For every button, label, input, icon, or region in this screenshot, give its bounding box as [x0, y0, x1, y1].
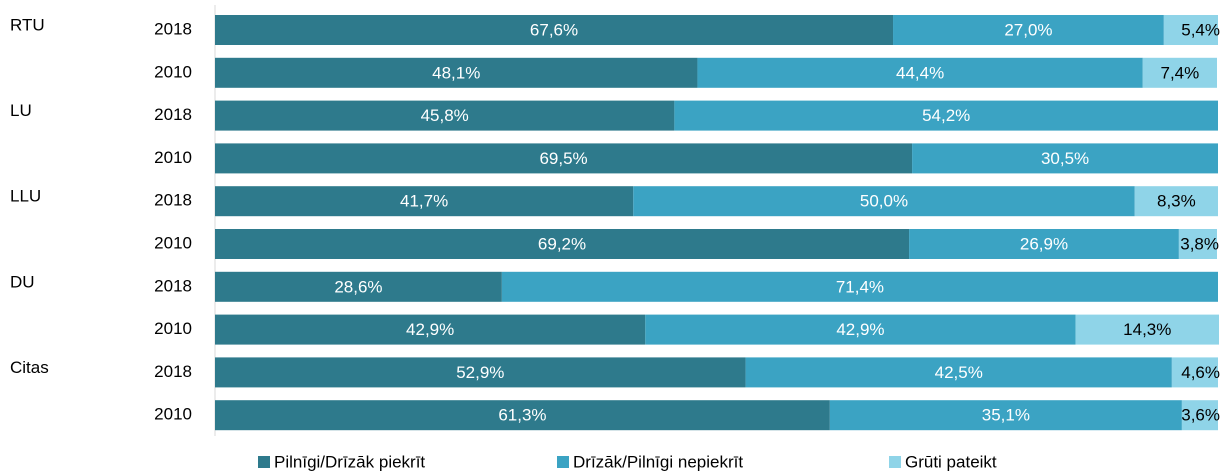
group-label: DU [10, 272, 35, 291]
bar-segment [215, 400, 830, 431]
bar-segment [215, 15, 894, 45]
data-label: 26,9% [1020, 234, 1068, 253]
y-tick-label: 2010 [154, 405, 192, 424]
bar-segment [893, 15, 1164, 45]
bar-segment [215, 143, 913, 174]
bar-segment [1134, 186, 1218, 217]
data-label: 69,2% [538, 234, 586, 253]
y-tick-label: 2010 [154, 148, 192, 167]
bar-segment [909, 229, 1179, 259]
data-label: 42,9% [836, 320, 884, 339]
bar-segment [645, 314, 1076, 345]
data-label: 14,3% [1123, 320, 1171, 339]
bar-segment [1075, 314, 1220, 345]
bar-segment [745, 357, 1172, 388]
bar-segment [1163, 15, 1218, 45]
y-tick-label: 2010 [154, 62, 192, 81]
bar-segment [1171, 357, 1218, 388]
bar-segment [829, 400, 1182, 431]
bar-segment [215, 271, 502, 302]
y-tick-label: 2018 [154, 276, 192, 295]
bar-segment [215, 357, 746, 388]
data-label: 67,6% [530, 20, 578, 39]
bar-segment [501, 271, 1218, 302]
data-label: 50,0% [860, 192, 908, 211]
bar-segment [215, 186, 634, 217]
bar-segment [1181, 400, 1218, 431]
y-tick-label: 2010 [154, 233, 192, 252]
data-label: 42,9% [406, 320, 454, 339]
data-label: 45,8% [421, 106, 469, 125]
data-label: 42,5% [935, 363, 983, 382]
group-label: LU [10, 101, 32, 120]
bar-segment [215, 229, 910, 259]
bar-segment [215, 57, 698, 88]
data-label: 52,9% [456, 363, 504, 382]
y-tick-label: 2018 [154, 19, 192, 38]
bar-segment [633, 186, 1135, 217]
data-label: 3,6% [1181, 406, 1220, 425]
group-label: Citas [10, 358, 49, 377]
data-label: 7,4% [1161, 63, 1200, 82]
bar-segment [674, 100, 1218, 131]
data-label: 30,5% [1041, 149, 1089, 168]
legend-swatch [557, 456, 569, 468]
bar-segment [1142, 57, 1217, 88]
data-label: 8,3% [1157, 192, 1196, 211]
y-tick-label: 2010 [154, 319, 192, 338]
data-label: 4,6% [1181, 363, 1220, 382]
data-label: 44,4% [896, 63, 944, 82]
data-label: 54,2% [922, 106, 970, 125]
legend-label: Grūti pateikt [905, 452, 997, 471]
bar-segment [697, 57, 1143, 88]
y-tick-label: 2018 [154, 105, 192, 124]
y-tick-label: 2018 [154, 362, 192, 381]
group-label: LLU [10, 187, 41, 206]
legend-label: Drīzāk/Pilnīgi nepiekrīt [573, 452, 743, 471]
data-label: 48,1% [432, 63, 480, 82]
data-label: 3,8% [1180, 234, 1219, 253]
legend-swatch [258, 456, 270, 468]
bar-segment [215, 314, 646, 345]
data-label: 69,5% [539, 149, 587, 168]
data-label: 71,4% [836, 277, 884, 296]
bar-segment [215, 100, 675, 131]
legend-label: Pilnīgi/Drīzāk piekrīt [274, 452, 425, 471]
data-label: 41,7% [400, 192, 448, 211]
data-label: 5,4% [1181, 20, 1220, 39]
group-label: RTU [10, 15, 45, 34]
bar-segment [1178, 229, 1217, 259]
y-tick-label: 2018 [154, 191, 192, 210]
legend-swatch [889, 456, 901, 468]
bar-segment [912, 143, 1218, 174]
data-label: 27,0% [1004, 20, 1052, 39]
data-label: 35,1% [982, 406, 1030, 425]
data-label: 61,3% [498, 406, 546, 425]
data-label: 28,6% [334, 277, 382, 296]
